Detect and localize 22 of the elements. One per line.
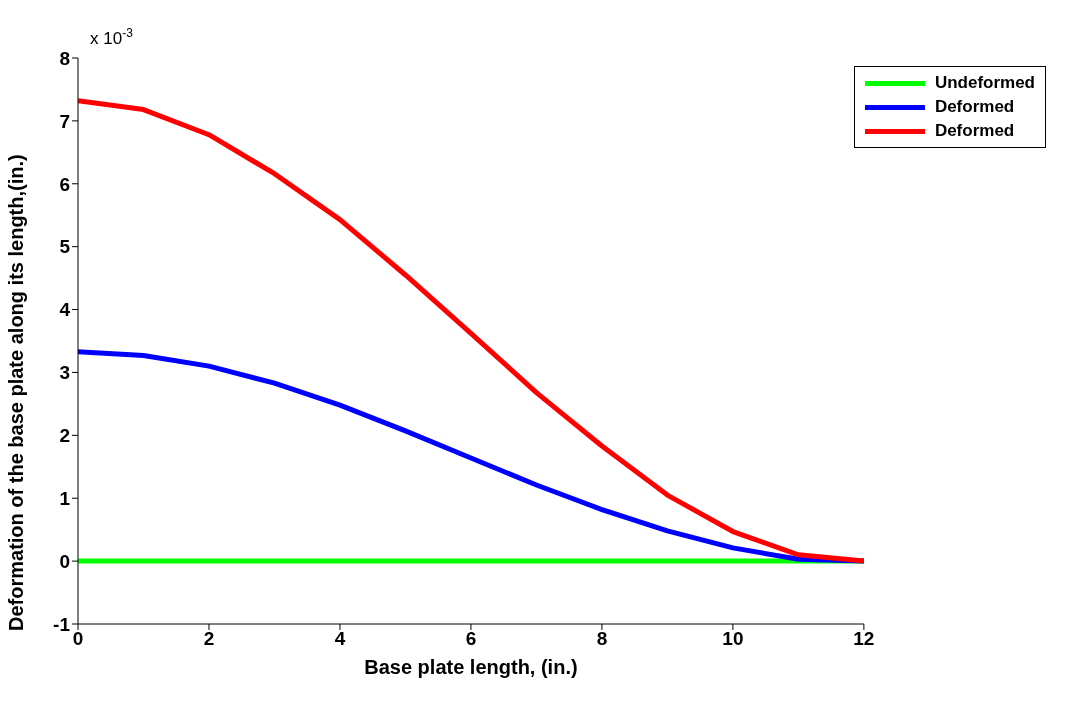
legend-label: Deformed <box>934 121 1015 141</box>
x-axis-title: Base plate length, (in.) <box>364 656 578 678</box>
y-tick-label: 5 <box>59 236 71 258</box>
y-tick-label: 2 <box>59 425 70 447</box>
text: x 10$^{-3}$ <box>90 26 134 48</box>
x-tick-label: 6 <box>465 628 477 650</box>
y-tick-label: 4 <box>59 299 71 321</box>
x-tick-label: 10 <box>722 628 744 650</box>
x-tick-label: 12 <box>853 628 875 650</box>
legend-label: Deformed <box>934 97 1015 117</box>
x-tick-label: 8 <box>596 628 608 650</box>
y-tick-label: 7 <box>59 110 70 132</box>
x-tick-label: 4 <box>334 628 346 650</box>
y-tick-label: -1 <box>53 613 71 635</box>
y-axis-title: Deformation of the base plate along its length,(in.) <box>5 154 28 631</box>
legend-label: Undeformed <box>934 73 1035 93</box>
y-tick-label: 8 <box>59 47 70 69</box>
y-tick-label: 6 <box>59 173 70 195</box>
y-tick-label: 3 <box>59 362 70 384</box>
y-tick-label: 0 <box>59 550 70 572</box>
y-tick-label: 1 <box>59 487 71 509</box>
x-tick-label: 2 <box>203 628 215 650</box>
